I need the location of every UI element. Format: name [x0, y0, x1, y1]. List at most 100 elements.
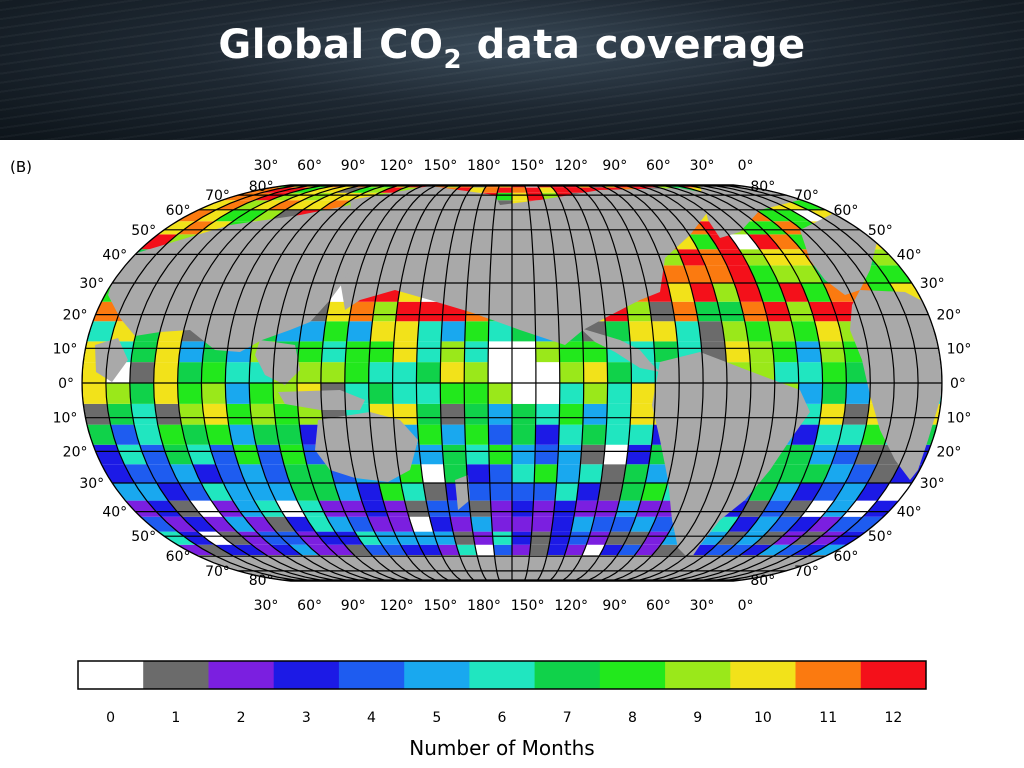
coverage-cell	[233, 209, 269, 222]
coverage-cell	[823, 464, 855, 483]
coverage-cell	[546, 544, 568, 557]
coverage-cell	[367, 516, 394, 532]
coverage-cell	[233, 544, 269, 557]
coverage-cell	[755, 209, 791, 222]
colorbar-tick: 0	[106, 710, 115, 726]
coverage-cell	[368, 362, 393, 383]
coverage-cell	[728, 234, 760, 250]
latitude-label: 40°	[102, 505, 127, 521]
coverage-cell	[630, 516, 657, 532]
latitude-label: 0°	[58, 376, 74, 392]
coverage-cell	[583, 383, 608, 404]
coverage-cell	[379, 187, 406, 193]
coverage-cell	[147, 464, 179, 483]
coverage-cell	[809, 531, 847, 545]
latitude-label: 80°	[750, 573, 775, 589]
title-main: Global CO	[218, 22, 444, 68]
coverage-cell	[653, 341, 679, 363]
coverage-cell	[209, 444, 239, 465]
coverage-cell	[372, 301, 398, 322]
coverage-cell	[649, 516, 678, 532]
coverage-cell	[233, 200, 270, 210]
coverage-cell	[512, 383, 536, 404]
coverage-cell	[740, 301, 769, 322]
coverage-cell	[790, 209, 829, 222]
coverage-cell	[416, 383, 441, 404]
coverage-cell	[202, 403, 229, 425]
coverage-cell	[772, 531, 808, 545]
latitude-labels-left: 80°70°60°50°40°30°20°10°0°10°20°30°40°50…	[53, 179, 274, 589]
coverage-cell	[631, 383, 656, 404]
coverage-cell	[344, 362, 370, 383]
colorbar-swatch	[404, 661, 470, 689]
coverage-cell	[582, 403, 608, 425]
longitude-label: 90°	[341, 158, 366, 174]
coverage-cell	[512, 362, 536, 383]
coverage-cell	[470, 516, 493, 532]
coverage-cell	[440, 341, 465, 363]
land-antarctica	[82, 555, 942, 582]
coverage-cell	[181, 516, 217, 532]
coverage-cell	[774, 362, 799, 383]
coverage-cell	[205, 424, 233, 445]
coverage-cell	[107, 403, 135, 425]
coverage-cell	[767, 516, 801, 532]
coverage-cell	[197, 221, 234, 235]
coverage-cell	[534, 444, 559, 465]
coverage-cell	[177, 383, 203, 404]
coverage-cell	[334, 187, 366, 193]
coverage-cell	[605, 321, 631, 342]
coverage-cell	[236, 531, 271, 545]
coverage-cell	[161, 516, 198, 532]
colorbar-swatch	[860, 661, 927, 689]
coverage-cell	[677, 249, 706, 266]
coverage-cell	[456, 544, 478, 557]
coverage-cell	[559, 341, 584, 363]
coverage-cell	[157, 221, 196, 235]
coverage-cell	[532, 500, 555, 517]
coverage-cell	[862, 500, 899, 517]
coverage-cell	[698, 321, 725, 342]
coverage-cell	[153, 383, 179, 404]
coverage-cell	[667, 283, 695, 302]
coverage-cell	[249, 383, 274, 404]
coverage-cell	[134, 483, 169, 501]
coverage-cell	[453, 531, 475, 545]
coverage-cell	[748, 234, 781, 250]
coverage-cell	[433, 531, 457, 545]
coverage-cell	[555, 483, 579, 501]
colorbar-legend	[77, 660, 927, 690]
latitude-label: 80°	[249, 179, 274, 195]
panel-label: (B)	[10, 158, 32, 176]
longitude-label: 60°	[646, 158, 671, 174]
coverage-cell	[192, 464, 224, 483]
coverage-cell	[312, 483, 341, 501]
coverage-cell	[419, 544, 443, 557]
coverage-cell	[855, 483, 890, 501]
coverage-cell	[512, 531, 532, 545]
coverage-cell	[662, 265, 690, 283]
coverage-cell	[831, 444, 862, 465]
colorbar-tick: 7	[563, 710, 572, 726]
longitude-label: 30°	[690, 598, 715, 614]
coverage-cell	[489, 483, 512, 501]
coverage-cell	[105, 383, 131, 404]
longitude-label: 0°	[738, 598, 754, 614]
coverage-cell	[721, 544, 754, 557]
coverage-cell	[623, 464, 649, 483]
coverage-cell	[177, 544, 216, 557]
coverage-cell	[378, 483, 405, 501]
coverage-cell	[703, 544, 736, 557]
coverage-cell	[368, 383, 393, 404]
coverage-cell	[762, 301, 792, 322]
title-banner: Global CO2 data coverage	[0, 0, 1024, 140]
coverage-cell	[303, 200, 335, 210]
coverage-cell	[497, 187, 512, 193]
coverage-cell	[807, 516, 843, 532]
colorbar-tick: 12	[884, 710, 902, 726]
coverage-cell	[243, 516, 276, 532]
coverage-cell	[441, 321, 466, 342]
coverage-cell	[157, 531, 196, 545]
colorbar-frame	[77, 660, 927, 690]
coverage-cell	[225, 383, 250, 404]
